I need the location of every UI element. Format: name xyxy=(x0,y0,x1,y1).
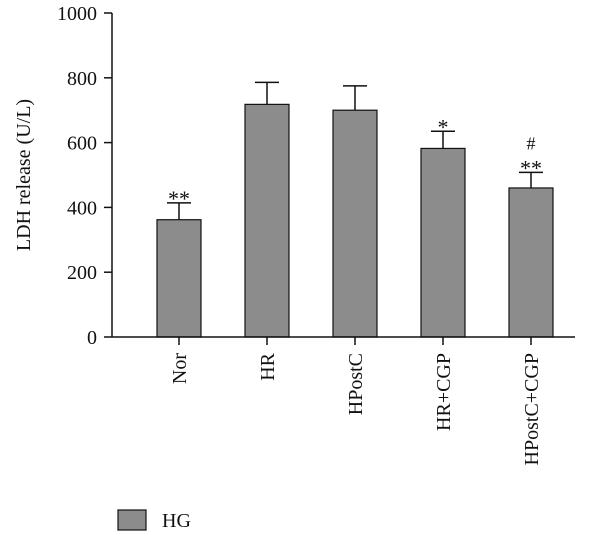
bar-hpostc xyxy=(332,109,378,338)
significance-marker: ** xyxy=(520,155,542,180)
significance-marker: * xyxy=(438,114,449,139)
legend: HG xyxy=(117,509,191,532)
significance-marker: # xyxy=(527,133,536,153)
y-tick-label: 200 xyxy=(67,262,97,284)
significance-marker: ** xyxy=(168,186,190,211)
y-tick-label: 1000 xyxy=(57,3,97,25)
bar-nor xyxy=(156,219,202,338)
y-tick-label: 600 xyxy=(67,133,97,155)
legend-label: HG xyxy=(162,510,191,532)
x-tick-label: HR xyxy=(257,352,279,380)
y-tick-label: 800 xyxy=(67,68,97,90)
y-tick-label: 0 xyxy=(87,327,97,349)
x-tick-label: HPostC+CGP xyxy=(521,353,543,465)
x-tick-label: HPostC xyxy=(345,353,367,415)
y-axis-label: LDH release (U/L) xyxy=(13,99,35,251)
legend-swatch xyxy=(117,509,147,531)
y-axis: 0 200 400 600 800 1000 xyxy=(57,3,113,349)
x-tick-label: Nor xyxy=(169,353,191,384)
bar-hr-cgp xyxy=(420,147,466,338)
bars-group: *****# xyxy=(156,81,554,338)
bar-hpostc-cgp xyxy=(508,187,554,338)
bar-hr xyxy=(244,103,290,338)
y-tick-label: 400 xyxy=(67,197,97,219)
x-axis: Nor HR HPostC HR+CGP HPostC+CGP xyxy=(112,336,575,465)
x-tick-label: HR+CGP xyxy=(433,353,455,431)
